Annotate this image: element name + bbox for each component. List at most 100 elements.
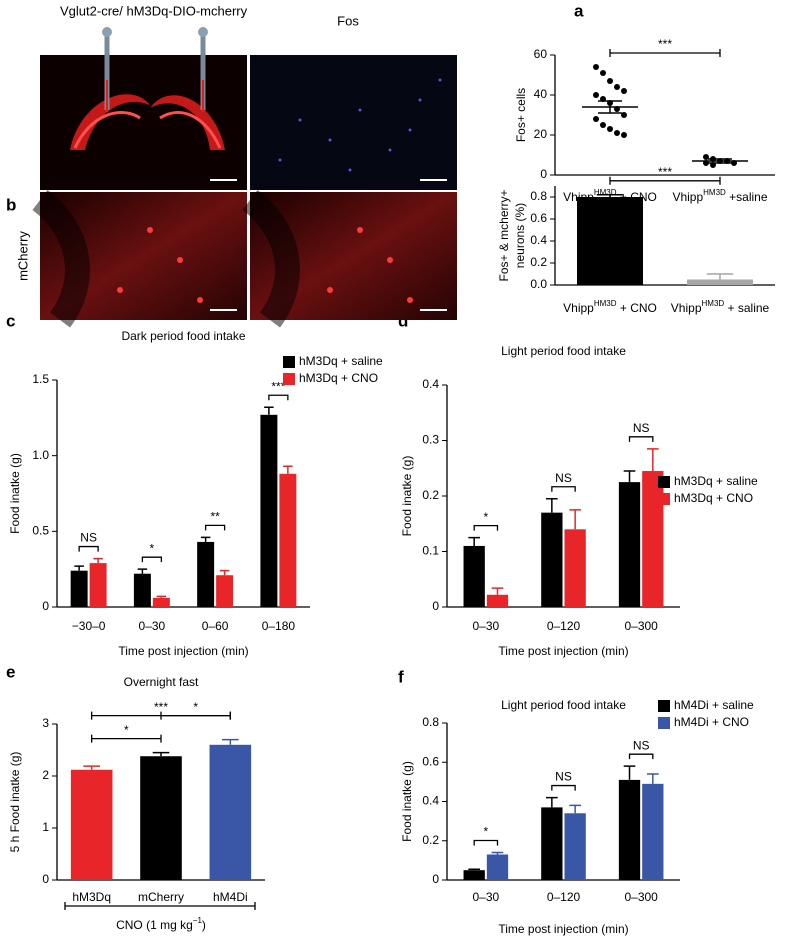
panel-label: a	[574, 1, 584, 20]
y-tick-label: 0.8	[530, 189, 547, 203]
label-part: Vhipp	[563, 301, 594, 315]
bar	[216, 575, 234, 607]
significance-label: NS	[633, 421, 650, 435]
bar	[260, 414, 278, 607]
y-tick-label: 0.2	[422, 488, 439, 502]
chart-title: Light period food intake	[501, 698, 626, 712]
significance-label: ***	[658, 165, 672, 179]
data-point	[621, 112, 627, 118]
x-tick-label: mCherry	[138, 890, 184, 904]
significance-label: ***	[271, 379, 285, 393]
panel-label: c	[6, 311, 15, 330]
error-bar	[264, 406, 274, 415]
error-bar	[152, 751, 170, 757]
error-bar	[646, 448, 659, 472]
bar	[463, 545, 485, 607]
significance-bracket	[78, 545, 99, 552]
y-tick-label: 0.6	[530, 211, 547, 225]
y-tick-label: 0.2	[422, 833, 439, 847]
error-bar	[137, 568, 148, 574]
legend-swatch	[283, 373, 295, 385]
data-point	[607, 126, 613, 132]
y-axis-label: Food inatke (g)	[8, 453, 22, 534]
x-tick-label: hM4Di	[213, 890, 248, 904]
significance-bracket	[268, 394, 289, 401]
legend-swatch	[283, 356, 295, 368]
label-part: )	[202, 918, 206, 932]
bar	[541, 807, 563, 880]
error-bar	[596, 194, 624, 197]
error-bar	[623, 765, 636, 780]
image-label: mCherry	[15, 231, 30, 281]
y-tick-label: 1.5	[32, 372, 49, 386]
y-tick-label: 0	[42, 599, 49, 613]
legend-label: hM3Dq + CNO	[674, 491, 753, 505]
bar	[279, 473, 297, 607]
bar	[140, 756, 182, 880]
bar	[486, 594, 509, 607]
legend-label: hM4Di + saline	[674, 698, 754, 712]
y-tick-label: 0.0	[530, 277, 547, 291]
error-bar	[200, 536, 211, 542]
legend-swatch	[658, 700, 670, 712]
significance-bracket	[609, 49, 721, 57]
significance-label: ***	[658, 37, 672, 51]
x-tick-label: 0–30	[472, 619, 499, 633]
data-point	[600, 70, 606, 76]
error-bar	[708, 158, 732, 164]
significance-bracket	[473, 524, 499, 531]
y-tick-label: 0.6	[422, 754, 439, 768]
x-tick-label: 0–180	[262, 619, 296, 633]
bar	[541, 512, 563, 607]
data-point	[614, 130, 620, 136]
label-part: HM3D	[702, 299, 725, 308]
note-line	[64, 902, 256, 910]
significance-label: NS	[80, 531, 97, 545]
y-tick-label: 0.1	[422, 544, 439, 558]
y-tick-label: 0	[540, 167, 547, 181]
bar	[70, 769, 113, 880]
label-part: −1	[193, 916, 203, 925]
chart-title: Light period food intake	[501, 344, 626, 358]
error-bar	[74, 565, 84, 571]
data-point	[593, 92, 599, 98]
y-tick-label: 0	[432, 599, 439, 613]
label-part: Vhipp	[672, 190, 703, 204]
legend-swatch	[658, 476, 670, 488]
x-axis-label: Time post injection (min)	[118, 644, 248, 658]
y-tick-label: 1.0	[32, 448, 49, 462]
significance-label: NS	[633, 738, 650, 752]
error-bar	[623, 470, 636, 483]
y-tick-label: 0.2	[530, 255, 547, 269]
bar	[618, 482, 641, 607]
error-bar	[546, 498, 558, 513]
micrographs	[32, 27, 457, 328]
label-part: CNO (1 mg kg	[116, 918, 193, 932]
y-axis-label: Food inatke (g)	[400, 761, 414, 842]
x-tick-label: VhippHM3D +saline	[672, 188, 767, 204]
error-bar	[569, 804, 581, 814]
y-axis-label: Fos+ & mcherry+	[497, 189, 511, 281]
bar	[486, 854, 509, 880]
y-tick-label: 60	[534, 47, 548, 61]
significance-label: *	[124, 723, 129, 737]
note: CNO (1 mg kg−1)	[116, 916, 206, 932]
bar	[89, 563, 107, 607]
y-tick-label: 0.8	[422, 715, 439, 729]
significance-bracket	[628, 753, 654, 760]
x-tick-label: 0–30	[139, 619, 166, 633]
significance-label: *	[150, 541, 155, 555]
panel-label: e	[6, 662, 15, 681]
legend-swatch	[658, 493, 670, 505]
bar	[209, 744, 252, 880]
y-axis-label: neurons (%)	[513, 203, 527, 268]
y-tick-label: 3	[42, 716, 49, 730]
x-tick-label: 0–300	[624, 890, 658, 904]
x-tick-label: −30–0	[72, 619, 106, 633]
error-bar	[93, 557, 103, 564]
error-bar	[468, 868, 481, 871]
label-part: + saline	[724, 301, 769, 315]
bar	[463, 870, 485, 880]
image-label: Fos	[337, 13, 359, 28]
x-axis-label: Time post injection (min)	[498, 922, 628, 936]
